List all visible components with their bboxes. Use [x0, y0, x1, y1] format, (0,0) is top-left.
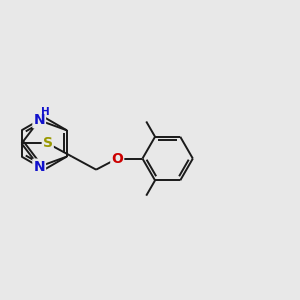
Text: S: S — [43, 136, 53, 151]
Text: O: O — [111, 152, 123, 166]
Text: N: N — [33, 160, 45, 174]
Text: N: N — [33, 113, 45, 127]
Text: H: H — [41, 107, 50, 117]
